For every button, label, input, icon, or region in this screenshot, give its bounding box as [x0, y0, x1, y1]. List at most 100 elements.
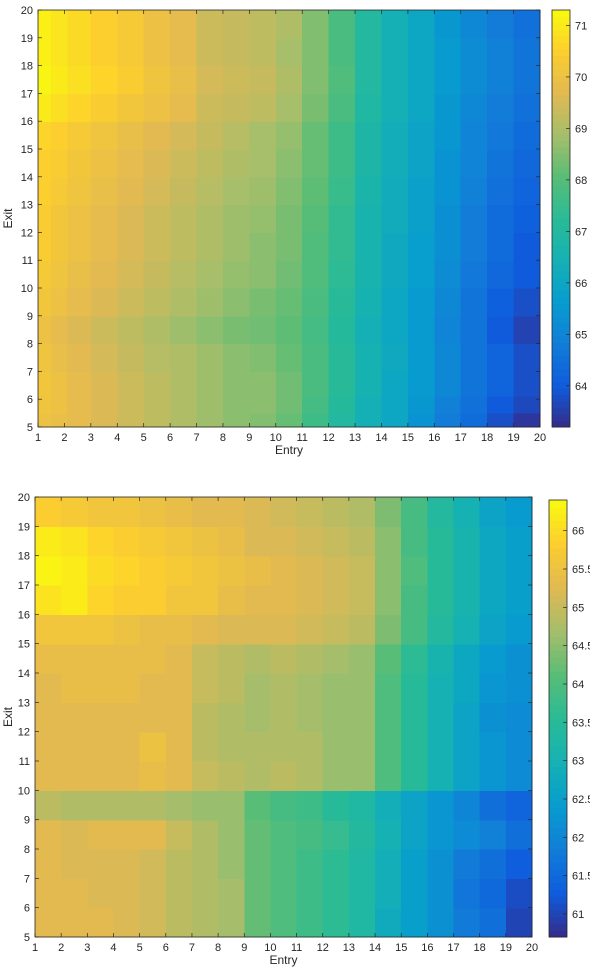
colorbar-swatch [552, 244, 570, 252]
heatmap-cell [249, 121, 277, 150]
heatmap-cell [165, 819, 193, 850]
heatmap-cell [302, 343, 330, 372]
heatmap-cell [460, 371, 488, 397]
y-tick-label: 16 [18, 609, 30, 621]
heatmap-cell [87, 731, 115, 762]
heatmap-cell [381, 232, 409, 261]
x-tick-label: 20 [526, 942, 538, 954]
x-tick-label: 14 [375, 432, 387, 444]
colorbar-swatch [549, 588, 567, 597]
heatmap-cell [35, 819, 62, 850]
heatmap-cell [381, 260, 409, 289]
heatmap-cell [222, 149, 250, 178]
heatmap-cell [117, 395, 145, 414]
heatmap-cell [51, 371, 69, 397]
heatmap-cell [275, 395, 303, 414]
heatmap-cell [401, 907, 428, 938]
colorbar-swatch [549, 779, 567, 788]
heatmap-cell [170, 232, 198, 261]
heatmap-cell [355, 371, 383, 397]
heatmap-cell [196, 413, 224, 428]
heatmap-cell [348, 673, 376, 703]
heatmap-cell [513, 232, 541, 261]
heatmap-cell [348, 790, 376, 821]
heatmap-cell [191, 614, 219, 645]
heatmap-cell [143, 395, 171, 414]
heatmap-cell [270, 673, 298, 703]
heatmap-cell [139, 907, 167, 938]
heatmap-cell [302, 204, 330, 233]
heatmap-cell [139, 849, 167, 879]
heatmap-cell [381, 343, 409, 372]
heatmap-cell [328, 315, 356, 345]
heatmap-cell [302, 93, 330, 122]
heatmap-cell [139, 643, 167, 674]
heatmap-cell [222, 413, 250, 428]
heatmap-cell [51, 149, 69, 178]
heatmap-cell [275, 204, 303, 233]
heatmap-cell [460, 260, 488, 289]
heatmap-cell [401, 585, 428, 615]
heatmap-cell [453, 849, 481, 879]
heatmap-cell [355, 413, 383, 428]
heatmap-cell [375, 790, 402, 821]
heatmap-cell [87, 585, 115, 615]
heatmap-cell [460, 232, 488, 261]
heatmap-cell [381, 93, 409, 122]
colorbar-swatch [549, 711, 567, 720]
y-tick-label: 6 [27, 394, 33, 406]
heatmap-cell [513, 315, 541, 345]
heatmap-cell [322, 702, 350, 733]
heatmap-cell [302, 232, 330, 261]
heatmap-cell [117, 413, 145, 428]
heatmap-cell [375, 731, 402, 762]
colorbar-swatch [552, 198, 570, 207]
heatmap-cell [191, 790, 219, 821]
colorbar-tick-label: 65.5 [572, 564, 590, 576]
heatmap-cells [35, 497, 533, 938]
heatmap-cell [35, 878, 62, 909]
heatmap-cell [407, 395, 435, 414]
heatmap-cell [453, 585, 481, 615]
heatmap-cell [35, 555, 62, 586]
heatmap-cell [296, 585, 324, 615]
heatmap-cell [222, 315, 250, 345]
colorbar-swatch [552, 335, 570, 343]
colorbar-swatch [549, 773, 567, 781]
heatmap-cell [51, 260, 69, 289]
heatmap-cell [222, 121, 250, 150]
colorbar-swatch [552, 322, 570, 330]
heatmap-cell [487, 343, 515, 372]
x-tick-label: 2 [58, 942, 64, 954]
heatmap-cell [143, 121, 171, 150]
x-tick-label: 9 [246, 432, 252, 444]
heatmap-cell [67, 232, 92, 261]
heatmap-cell [460, 343, 488, 372]
heatmap-cell [61, 702, 88, 733]
x-tick-label: 19 [500, 942, 512, 954]
heatmap-cell [479, 819, 507, 850]
heatmap-cell [355, 10, 383, 39]
heatmap-cell [513, 260, 541, 289]
colorbar-tick-label: 61 [572, 909, 584, 921]
heatmap-cell [87, 790, 115, 821]
heatmap-cell [139, 878, 167, 909]
y-tick-label: 17 [18, 580, 30, 592]
heatmap-cell [296, 702, 324, 733]
heatmap-cell [244, 907, 272, 938]
heatmap-cell [113, 702, 141, 733]
colorbar-swatch [549, 834, 567, 843]
colorbar-swatch [552, 140, 570, 148]
heatmap-cell [113, 585, 141, 615]
heatmap-cell [222, 395, 250, 414]
heatmap-cell [270, 819, 298, 850]
colorbar-swatch [552, 107, 570, 115]
heatmap-cell [139, 731, 167, 762]
colorbar-swatch [552, 348, 570, 356]
colorbar-tick-label: 61.5 [572, 871, 590, 883]
heatmap-cell [165, 907, 193, 938]
heatmap-cell [113, 790, 141, 821]
heatmap-cell [322, 819, 350, 850]
heatmap-cell [165, 849, 193, 879]
heatmap-cell [67, 204, 92, 233]
